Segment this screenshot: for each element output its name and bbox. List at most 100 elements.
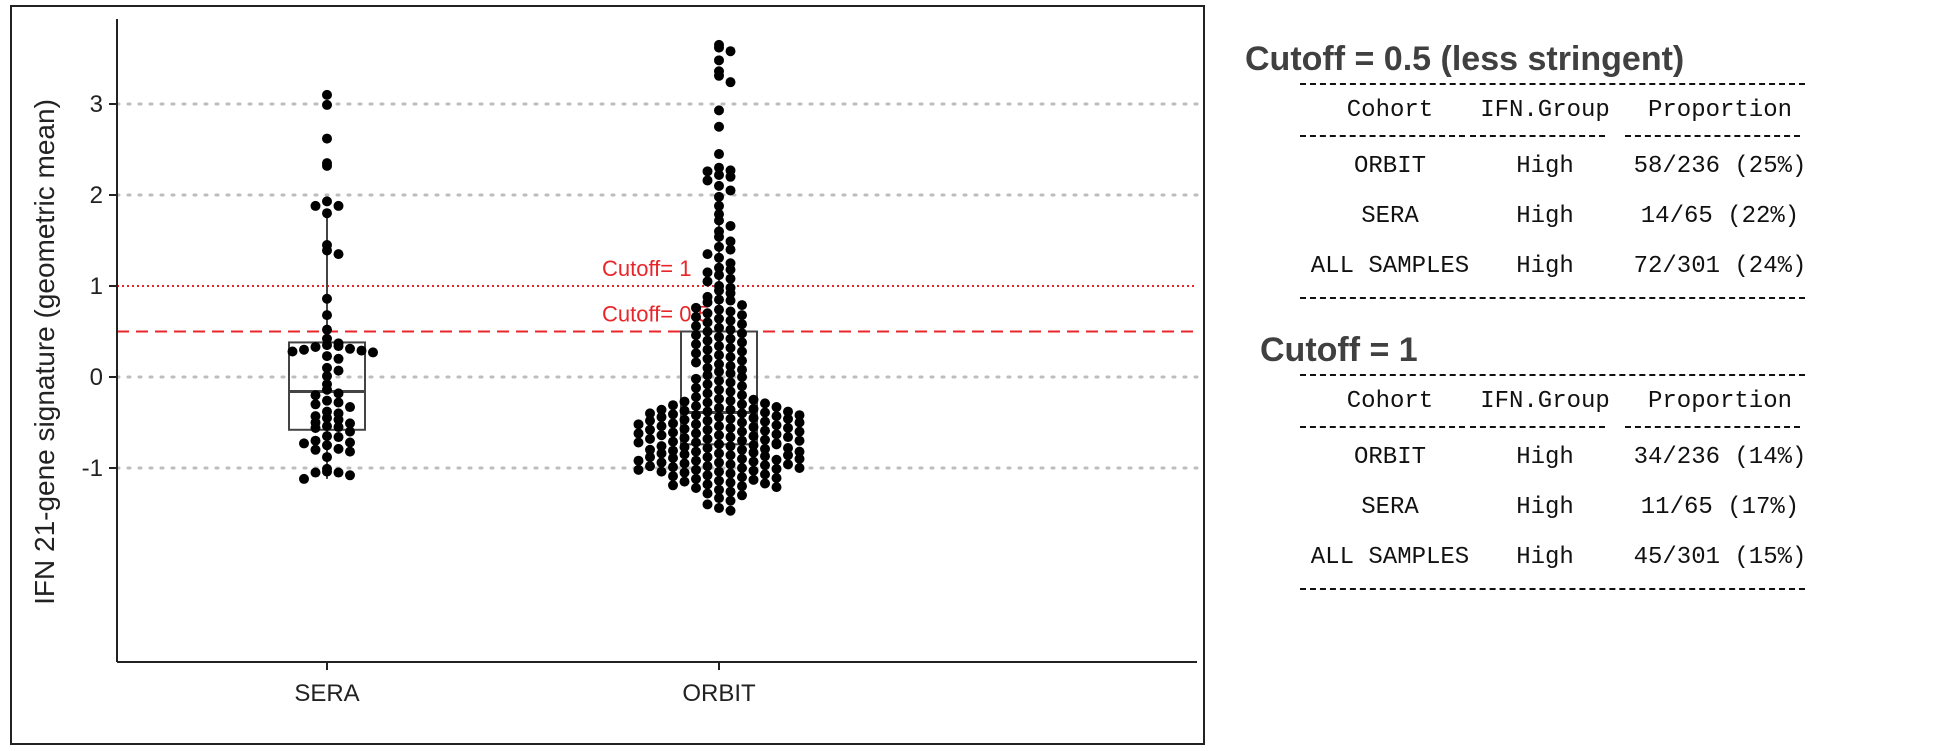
data-point (725, 295, 736, 306)
data-point (783, 442, 793, 453)
data-point (322, 431, 332, 442)
data-point (702, 424, 713, 435)
data-point (322, 196, 332, 207)
data-point (794, 453, 805, 464)
table-cell: High (1516, 203, 1574, 230)
data-point (725, 432, 736, 443)
data-point (702, 433, 713, 444)
table-cell: 72/301 (24%) (1633, 253, 1807, 280)
data-point (322, 324, 332, 335)
table-spacer (1245, 309, 1945, 331)
data-point (691, 348, 701, 359)
data-point (783, 459, 793, 470)
data-point (714, 149, 724, 160)
data-point (702, 406, 713, 417)
table-header-cell: IFN.Group (1480, 97, 1610, 124)
data-point (737, 390, 747, 401)
data-point (725, 306, 736, 317)
data-point (725, 273, 736, 284)
data-point (702, 249, 713, 260)
data-point (714, 466, 724, 477)
data-point (668, 427, 678, 438)
data-point (725, 377, 736, 388)
data-point (771, 473, 782, 484)
data-point (783, 413, 793, 424)
y-tick-label: 3 (90, 91, 103, 118)
data-point (725, 459, 736, 470)
data-point (725, 422, 736, 433)
data-point (725, 468, 736, 479)
data-point (668, 400, 678, 411)
data-point (691, 382, 701, 393)
data-point (714, 180, 724, 191)
data-point (714, 350, 724, 361)
data-point (691, 321, 701, 332)
data-point (714, 412, 724, 423)
data-point (783, 450, 793, 461)
data-point (771, 454, 782, 465)
data-point (645, 461, 655, 472)
data-point (714, 384, 724, 395)
data-point (714, 241, 724, 252)
data-point (725, 450, 736, 461)
data-point (299, 438, 309, 449)
data-point (679, 405, 690, 416)
table-title: Cutoff = 0.5 (less stringent) (1245, 40, 1685, 78)
table-header-row: Cohort IFN.Group Proportion (1300, 376, 1820, 428)
data-point (691, 455, 701, 466)
data-point (714, 366, 724, 377)
data-point (714, 493, 724, 504)
table-cell: High (1516, 544, 1574, 571)
y-tick-label: 1 (90, 273, 103, 300)
data-point (702, 370, 713, 381)
table-row: ORBIT High 58/236 (25%) (1300, 137, 1820, 187)
data-point (656, 404, 667, 415)
data-point (668, 418, 678, 429)
data-point (345, 426, 355, 437)
data-point (645, 433, 655, 444)
data-point (691, 311, 701, 322)
data-point (645, 444, 655, 455)
table-cell: ORBIT (1353, 444, 1426, 471)
data-point (656, 466, 667, 477)
data-point (748, 403, 759, 414)
data-point (702, 499, 713, 510)
data-point (737, 472, 747, 483)
data-point (702, 461, 713, 472)
data-point (310, 390, 321, 401)
data-point (748, 465, 759, 476)
data-point (714, 439, 724, 450)
data-point (760, 398, 770, 409)
cutoff-label: Cutoff= 1 (602, 256, 692, 281)
data-point (322, 371, 332, 382)
table-cell: High (1516, 153, 1574, 180)
data-point (714, 191, 724, 202)
table-header-row: Cohort IFN.Group Proportion (1300, 85, 1820, 137)
data-point (771, 420, 782, 431)
data-point (656, 430, 667, 441)
table-cell: High (1516, 253, 1574, 280)
data-point (714, 421, 724, 432)
data-point (633, 428, 644, 439)
data-point (333, 397, 344, 408)
data-point (368, 347, 378, 358)
data-point (714, 231, 724, 242)
table-header-cell: Cohort (1346, 97, 1434, 124)
data-point (691, 357, 701, 368)
y-tick-label: 0 (90, 364, 103, 391)
data-point (725, 333, 736, 344)
data-point (702, 379, 713, 390)
data-point (322, 89, 332, 100)
x-tick-label: SERA (294, 680, 359, 707)
x-tick-label: ORBIT (682, 680, 756, 707)
data-point (322, 245, 332, 256)
data-point (771, 439, 782, 450)
data-point (656, 448, 667, 459)
data-point (794, 417, 805, 428)
data-point (322, 466, 332, 477)
data-point (714, 375, 724, 386)
table-header-underline (1470, 426, 1605, 428)
data-point (656, 441, 667, 452)
data-point (633, 464, 644, 475)
